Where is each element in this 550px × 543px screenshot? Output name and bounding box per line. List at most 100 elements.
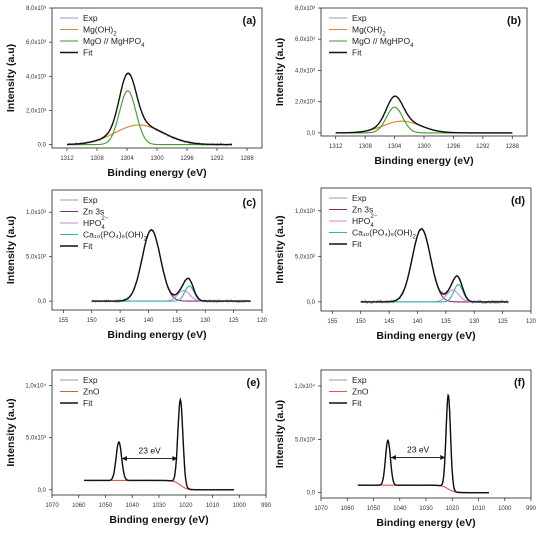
x-axis-label: Binding energy (eV) (107, 167, 206, 179)
legend-label: Exp (352, 375, 367, 385)
y-tick-label: 8,0x10³ (295, 6, 315, 12)
legend-label: Fit (352, 398, 362, 408)
legend-label: Exp (83, 375, 98, 385)
y-tick-label: 2,0x10³ (295, 100, 315, 106)
panel-label: (c) (243, 197, 257, 209)
legend-label: Exp (83, 13, 98, 23)
x-tick-label: 1030 (152, 503, 166, 509)
y-tick-label: 0,0 (38, 488, 47, 494)
y-tick-label: 5,0x10³ (26, 436, 46, 442)
x-tick-label: 120 (526, 319, 537, 325)
x-tick-label: 150 (87, 318, 98, 324)
y-tick-label: 0,0 (38, 143, 47, 149)
plot-area (66, 72, 233, 147)
series-component-1 (360, 289, 509, 303)
x-tick-label: 1296 (447, 144, 461, 150)
y-tick-label: 1,0x10⁴ (294, 383, 315, 390)
legend-label: Exp (352, 193, 367, 203)
legend-label: Exp (352, 13, 367, 23)
plot-area (357, 393, 490, 494)
x-tick-label: 145 (115, 318, 126, 324)
x-tick-label: 1304 (388, 144, 402, 150)
legend-label: Fit (352, 239, 362, 249)
x-axis-label: Binding energy (eV) (376, 517, 475, 529)
legend-label: Ca₁₀(PO₄)₆(OH)2 (352, 228, 417, 241)
legend-label: Exp (83, 195, 98, 205)
y-tick-label: 0,0 (307, 491, 316, 497)
arrow-head-right (172, 456, 178, 462)
series-component-2 (360, 284, 509, 303)
x-tick-label: 1300 (417, 144, 431, 150)
y-tick-label: 1,0x10³ (295, 209, 315, 215)
plot-area (83, 397, 235, 492)
x-axis-label: Binding energy (eV) (107, 329, 206, 341)
y-tick-label: 5,0x10² (26, 255, 46, 261)
legend-label: Fit (352, 48, 362, 58)
y-axis-label: Intensity (a.u) (5, 398, 17, 466)
chart-panel-c: 155 150 145 140 135 130 125 120 0,0 5,0x10² 1,0x10… (5, 189, 268, 341)
plot-area (335, 95, 513, 135)
x-tick-label: 125 (498, 319, 509, 325)
x-tick-label: 1304 (120, 156, 134, 162)
panel-label: (e) (247, 377, 261, 389)
x-tick-label: 1020 (446, 506, 460, 512)
x-tick-label: 1060 (72, 503, 86, 509)
x-tick-label: 135 (441, 319, 452, 325)
y-tick-label: 1,0x10³ (26, 210, 46, 216)
plot-area (91, 228, 251, 305)
x-tick-label: 155 (58, 318, 69, 324)
y-axis-label: Intensity (a.u) (274, 38, 286, 106)
chart-panel-b: 1312 1308 1304 1300 1296 1292 1288 0,0 2,0x10³ 4,… (274, 6, 528, 167)
legend-label: HPO42− (352, 213, 378, 229)
series-component-0 (91, 229, 251, 302)
x-tick-label: 155 (327, 319, 338, 325)
series-fit (91, 229, 251, 302)
legend-label: ZnO (352, 387, 369, 397)
x-tick-label: 1288 (506, 144, 520, 150)
legend-label: Zn 3s (83, 207, 104, 217)
series-exp (66, 73, 233, 147)
x-tick-label: 125 (229, 318, 240, 324)
x-tick-label: 1300 (150, 156, 164, 162)
x-tick-label: 140 (412, 319, 423, 325)
y-axis-label: Intensity (a.u) (274, 400, 286, 468)
x-axis-label: Binding energy (eV) (374, 155, 473, 167)
x-tick-label: 145 (384, 319, 395, 325)
x-axis-label: Binding energy (eV) (109, 514, 208, 526)
y-tick-label: 0,0 (307, 300, 316, 306)
x-tick-label: 990 (261, 503, 272, 509)
x-tick-label: 130 (200, 318, 211, 324)
x-tick-label: 140 (143, 318, 154, 324)
y-axis-label: Intensity (a.u) (274, 215, 286, 283)
y-tick-label: 6,0x10³ (295, 37, 315, 43)
y-tick-label: 4,0x10³ (295, 68, 315, 74)
panel-label: (b) (507, 15, 521, 27)
legend-label: ZnO (83, 387, 100, 397)
series-background (357, 484, 489, 494)
arrow-head-left (121, 456, 127, 462)
series-component-1 (67, 90, 232, 146)
x-tick-label: 150 (356, 319, 367, 325)
legend-label: Fit (83, 241, 93, 251)
y-axis-label: Intensity (a.u) (5, 44, 17, 112)
series-fit (335, 95, 513, 134)
y-tick-label: 5,0x10² (295, 254, 315, 260)
legend-label: MgO // MgHPO4 (352, 36, 414, 49)
series-exp (360, 227, 509, 305)
x-tick-label: 1030 (419, 506, 433, 512)
y-tick-label: 4,0x10³ (26, 74, 46, 80)
chart-panel-f: 1070 1060 1050 1040 1030 1020 1010 1000 990 0,0 5,… (274, 369, 537, 529)
legend-label: Mg(OH)2 (83, 25, 117, 38)
x-tick-label: 1050 (367, 506, 381, 512)
y-tick-label: 0,0 (38, 299, 47, 305)
x-axis-label: Binding energy (eV) (376, 330, 475, 342)
y-axis-label: Intensity (a.u) (5, 216, 17, 284)
panel-label: (f) (514, 377, 525, 389)
x-tick-label: 1308 (90, 156, 104, 162)
legend-label: Zn 3s (352, 205, 373, 215)
